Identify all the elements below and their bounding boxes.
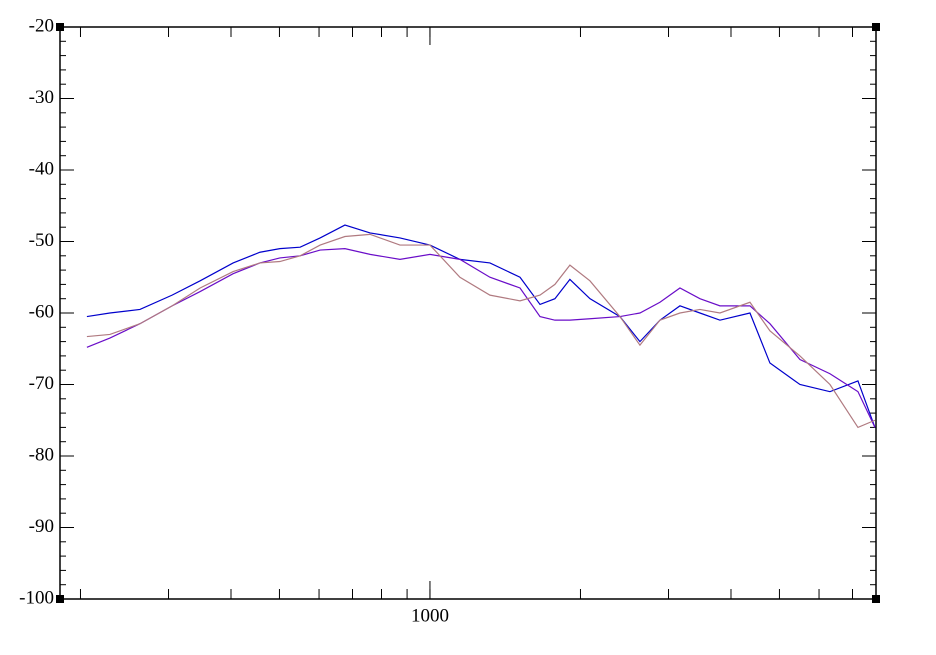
series-line	[86, 224, 876, 428]
y-tick-label: -30	[29, 87, 54, 108]
y-tick-label: -90	[29, 516, 54, 537]
y-tick-label: -50	[29, 230, 54, 251]
series-line	[86, 233, 876, 429]
y-tick-label: -70	[29, 373, 54, 394]
y-tick-label: -80	[29, 444, 54, 465]
y-tick-label: -60	[29, 301, 54, 322]
series-line	[86, 248, 876, 428]
y-tick-label: -20	[29, 15, 54, 36]
y-tick-label: -40	[29, 158, 54, 179]
y-tick-label: -100	[19, 587, 54, 608]
x-tick-label: 1000	[411, 605, 449, 626]
plot-frame	[59, 26, 877, 600]
